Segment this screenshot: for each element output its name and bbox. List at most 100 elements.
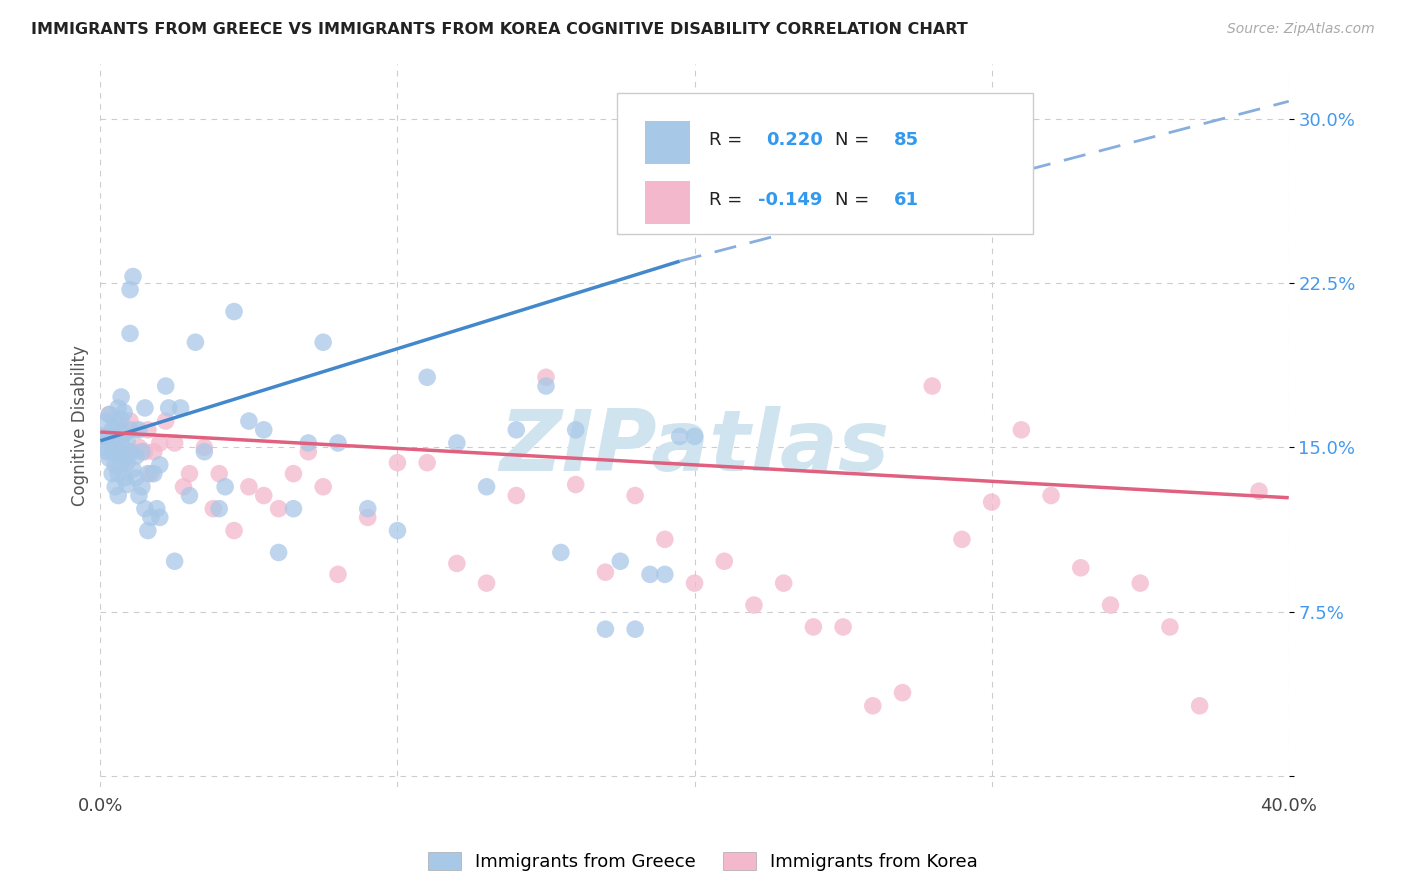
Text: 0.220: 0.220	[766, 131, 823, 149]
Point	[416, 370, 439, 384]
Point	[146, 501, 169, 516]
Point	[683, 576, 706, 591]
Point	[595, 565, 617, 579]
Point	[128, 423, 150, 437]
Point	[387, 524, 409, 538]
Point	[131, 444, 153, 458]
Point	[128, 489, 150, 503]
Point	[253, 489, 276, 503]
Point	[312, 480, 335, 494]
Point	[110, 412, 132, 426]
Point	[122, 444, 145, 458]
Point	[120, 326, 142, 341]
Text: R =: R =	[709, 192, 748, 210]
Text: N =: N =	[835, 131, 875, 149]
Text: ZIPatlas: ZIPatlas	[499, 406, 890, 489]
Text: N =: N =	[835, 192, 875, 210]
Point	[193, 444, 215, 458]
Point	[96, 429, 118, 443]
Point	[149, 458, 172, 472]
Point	[950, 533, 973, 547]
Point	[357, 510, 380, 524]
Point	[505, 423, 527, 437]
Point	[122, 269, 145, 284]
Point	[120, 414, 142, 428]
Point	[312, 335, 335, 350]
Point	[624, 622, 647, 636]
Point	[505, 489, 527, 503]
Point	[112, 423, 135, 437]
Point	[120, 283, 142, 297]
Point	[149, 436, 172, 450]
Point	[202, 501, 225, 516]
Point	[101, 467, 124, 481]
Point	[112, 449, 135, 463]
Point	[101, 423, 124, 437]
Point	[534, 370, 557, 384]
Point	[980, 495, 1002, 509]
Point	[131, 480, 153, 494]
Point	[139, 467, 162, 481]
Point	[1010, 423, 1032, 437]
Point	[193, 441, 215, 455]
Point	[120, 423, 142, 437]
Point	[96, 444, 118, 458]
Point	[136, 524, 159, 538]
Point	[115, 434, 138, 448]
Point	[1040, 489, 1063, 503]
Point	[267, 545, 290, 559]
FancyBboxPatch shape	[617, 93, 1033, 234]
Point	[668, 429, 690, 443]
Point	[115, 456, 138, 470]
Point	[208, 467, 231, 481]
Point	[326, 567, 349, 582]
Point	[112, 405, 135, 419]
Point	[803, 620, 825, 634]
Point	[142, 444, 165, 458]
FancyBboxPatch shape	[644, 120, 690, 164]
Point	[149, 510, 172, 524]
Point	[107, 423, 129, 437]
Point	[713, 554, 735, 568]
Point	[550, 545, 572, 559]
Point	[107, 467, 129, 481]
Point	[110, 390, 132, 404]
Point	[624, 489, 647, 503]
FancyBboxPatch shape	[644, 181, 690, 224]
Point	[98, 429, 121, 443]
Point	[115, 477, 138, 491]
Point	[564, 477, 586, 491]
Point	[1070, 561, 1092, 575]
Text: Source: ZipAtlas.com: Source: ZipAtlas.com	[1227, 22, 1375, 37]
Point	[1099, 598, 1122, 612]
Point	[179, 467, 201, 481]
Point	[155, 414, 177, 428]
Point	[267, 501, 290, 516]
Point	[134, 501, 156, 516]
Point	[891, 686, 914, 700]
Point	[297, 436, 319, 450]
Point	[742, 598, 765, 612]
Point	[134, 401, 156, 415]
Point	[214, 480, 236, 494]
Point	[654, 567, 676, 582]
Point	[96, 429, 118, 443]
Point	[1159, 620, 1181, 634]
Point	[446, 436, 468, 450]
Point	[475, 576, 498, 591]
Point	[104, 436, 127, 450]
Point	[107, 401, 129, 415]
Point	[104, 429, 127, 443]
Text: 85: 85	[894, 131, 920, 149]
Point	[862, 698, 884, 713]
Point	[91, 441, 114, 455]
Point	[173, 480, 195, 494]
Point	[534, 379, 557, 393]
Point	[96, 414, 118, 428]
Point	[222, 304, 245, 318]
Point	[169, 401, 191, 415]
Point	[179, 489, 201, 503]
Point	[832, 620, 855, 634]
Point	[122, 462, 145, 476]
Point	[683, 429, 706, 443]
